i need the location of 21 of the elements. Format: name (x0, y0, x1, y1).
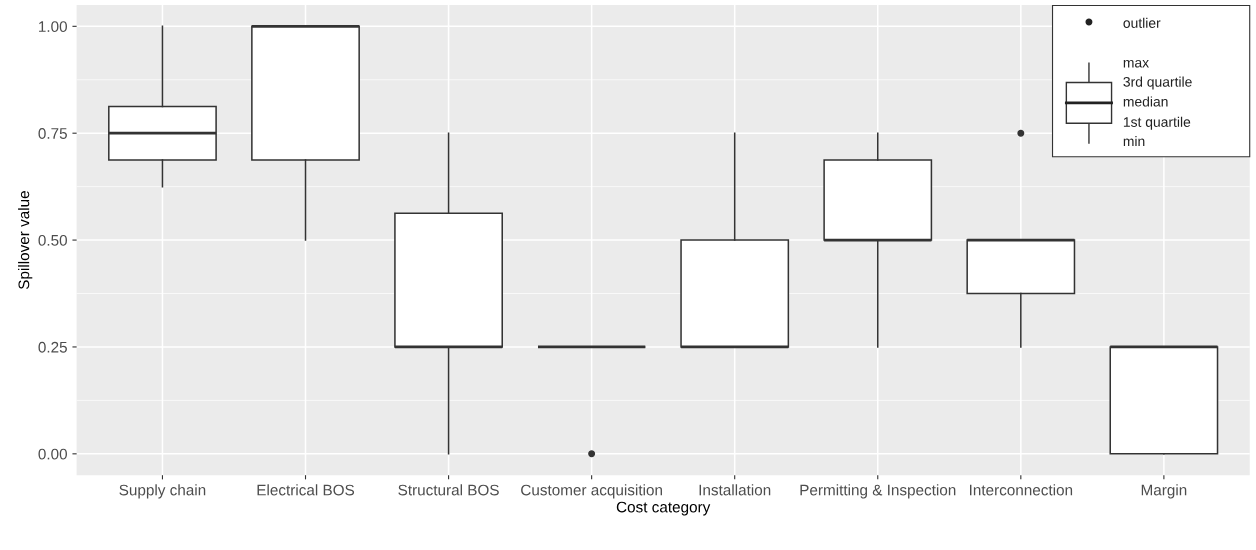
y-tick-label: 0.25 (38, 341, 67, 353)
x-tick-label: Structural BOS (398, 484, 499, 496)
annotation: median (1123, 96, 1168, 107)
x-tick-label: Customer acquisition (521, 484, 662, 499)
x-tick-label: Supply chain (119, 484, 206, 499)
annotation: max (1123, 59, 1149, 68)
annotation: 3rd quartile (1123, 76, 1192, 90)
y-tick-label: 0.50 (38, 234, 67, 246)
y-tick-label: 0.75 (38, 128, 67, 139)
annotation: 1st quartile (1123, 116, 1191, 130)
y-tick-label: 0.00 (38, 448, 67, 460)
y-axis-title: Spillover value (18, 191, 33, 290)
x-tick-label: Installation (699, 484, 771, 496)
x-tick-label: Electrical BOS (257, 484, 355, 496)
annotation: outlier (1123, 17, 1161, 28)
x-tick-label: Permitting & Inspection (800, 484, 956, 499)
x-tick-label: Margin (1141, 484, 1187, 499)
annotation: min (1123, 135, 1145, 147)
y-tick-label: 1.00 (39, 21, 67, 33)
x-tick-label: Interconnection (970, 484, 1073, 496)
x-axis-title: Cost category (616, 501, 711, 516)
